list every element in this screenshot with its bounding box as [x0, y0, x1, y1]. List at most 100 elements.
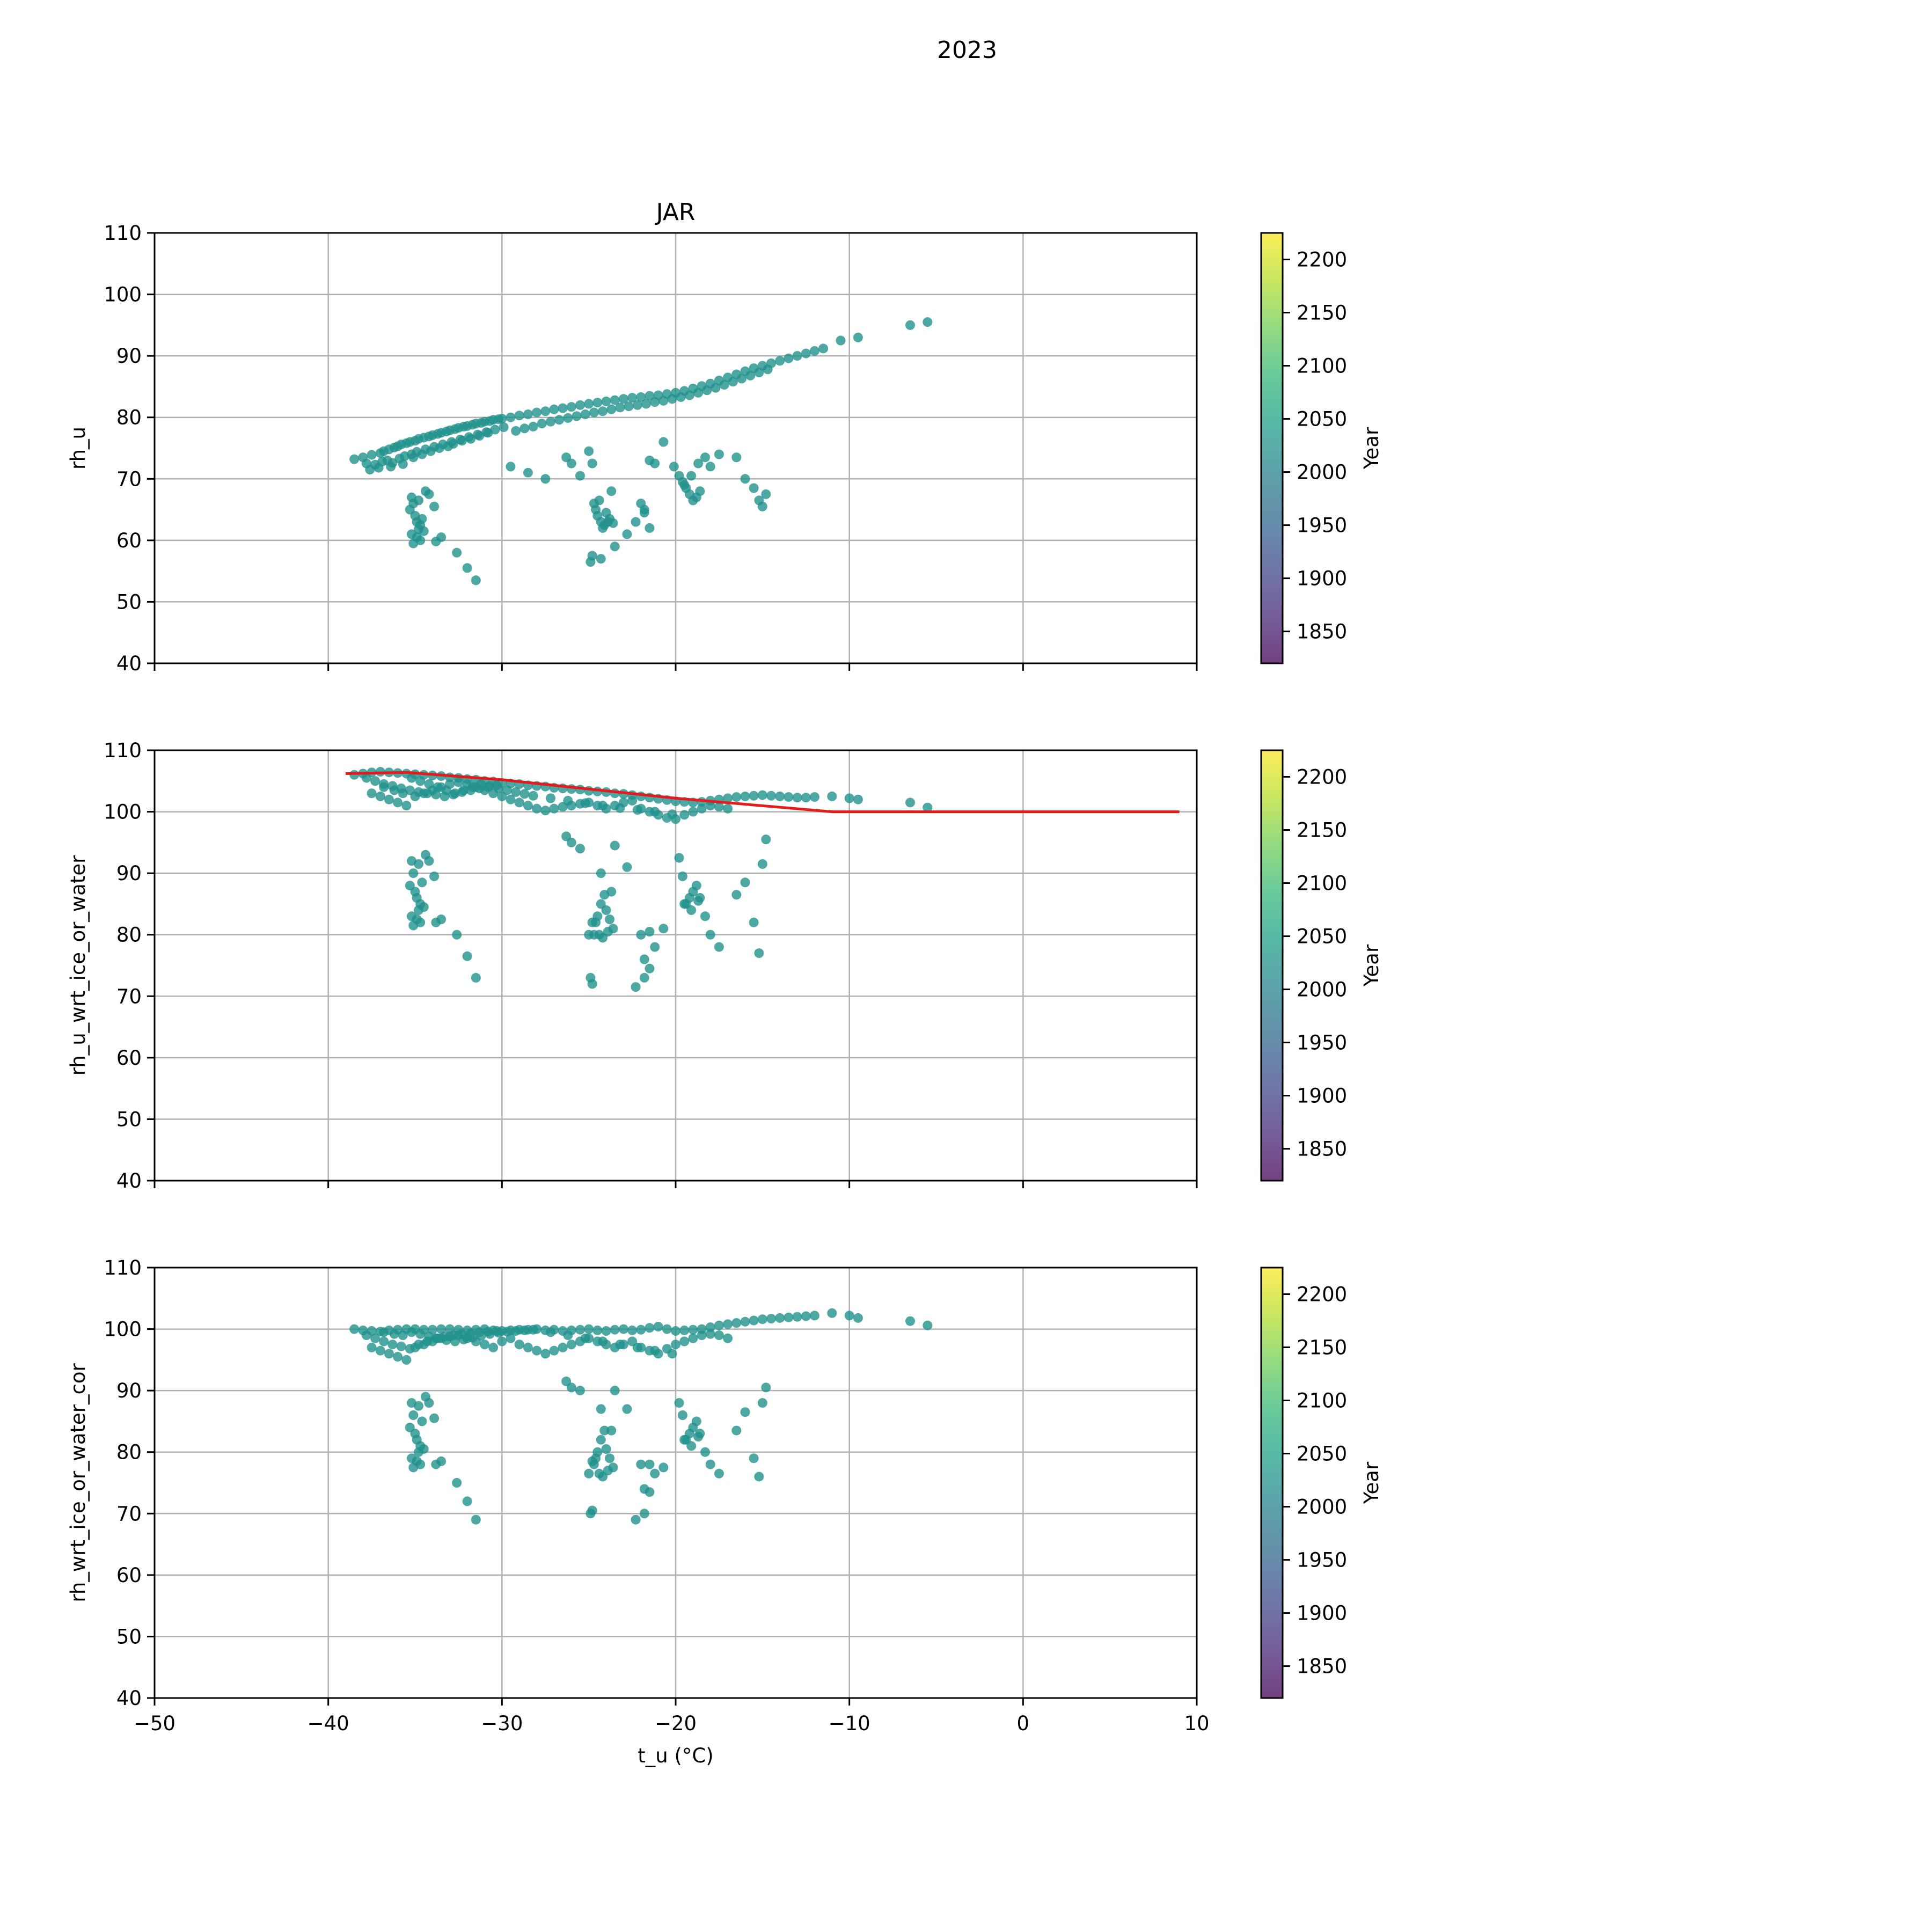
scatter-point	[563, 413, 573, 423]
scatter-point	[827, 791, 837, 801]
scatter-point	[636, 930, 646, 940]
scatter-point	[615, 803, 625, 813]
colorbar-tick-label: 1950	[1297, 514, 1347, 537]
y-tick-label: 60	[116, 1564, 142, 1587]
scatter-point	[375, 1345, 385, 1356]
scatter-point	[674, 853, 684, 863]
scatter-point	[610, 1386, 620, 1396]
scatter-point	[434, 443, 444, 453]
scatter-point	[603, 927, 613, 936]
scatter-point	[408, 868, 419, 879]
scatter-point	[757, 859, 767, 869]
scatter-point	[379, 782, 389, 792]
colorbar-tick-label: 2200	[1297, 766, 1347, 789]
scatter-point	[745, 370, 756, 380]
y-tick-label: 80	[116, 924, 142, 947]
x-tick-label: −10	[829, 1712, 870, 1735]
scatter-point	[424, 779, 434, 789]
x-tick-label: −30	[481, 1712, 523, 1735]
scatter-point	[632, 805, 642, 815]
scatter-point	[586, 972, 596, 983]
scatter-point	[433, 782, 443, 792]
scatter-point	[467, 782, 478, 792]
scatter-point	[419, 526, 429, 536]
y-tick-label: 50	[116, 1108, 142, 1131]
scatter-point	[549, 803, 559, 814]
scatter-point	[784, 1312, 794, 1322]
scatter-point	[749, 791, 759, 801]
colorbar-tick-label: 1950	[1297, 1549, 1347, 1572]
scatter-point	[532, 803, 542, 814]
scatter-point	[792, 1312, 802, 1322]
scatter-point	[575, 1386, 585, 1396]
scatter-point	[441, 1335, 451, 1345]
scatter-point	[511, 426, 521, 436]
subplot-title: JAR	[655, 199, 696, 226]
scatter-point	[605, 1453, 614, 1463]
scatter-point	[749, 1453, 759, 1463]
scatter-point	[474, 431, 485, 441]
scatter-point	[587, 458, 597, 469]
colorbar-label: Year	[1360, 1461, 1383, 1504]
scatter-point	[601, 905, 611, 915]
scatter-point	[546, 793, 555, 803]
scatter-point	[493, 1328, 503, 1338]
scatter-point	[610, 1324, 620, 1335]
scatter-point	[584, 446, 594, 456]
scatter-point	[410, 1342, 420, 1352]
scatter-point	[686, 471, 697, 481]
scatter-point	[702, 385, 712, 396]
colorbar-tick-label: 2200	[1297, 1283, 1347, 1306]
scatter-point	[367, 450, 377, 460]
y-tick-label: 60	[116, 1046, 142, 1070]
scatter-point	[636, 499, 646, 509]
scatter-point	[586, 1509, 596, 1519]
scatter-point	[606, 404, 617, 414]
scatter-point	[514, 797, 524, 808]
scatter-point	[714, 802, 724, 812]
scatter-point	[407, 773, 416, 783]
scatter-point	[658, 396, 669, 406]
scatter-point	[677, 1410, 687, 1420]
scatter-point	[737, 374, 747, 384]
scatter-point	[594, 495, 604, 506]
scatter-point	[622, 529, 632, 539]
scatter-point	[502, 785, 512, 795]
colorbar-tick-label: 1900	[1297, 1085, 1347, 1108]
scatter-point	[506, 462, 516, 472]
scatter-point	[424, 1398, 434, 1408]
scatter-point	[809, 1311, 819, 1321]
scatter-point	[691, 881, 701, 891]
scatter-point	[688, 1324, 698, 1335]
scatter-point	[714, 1468, 724, 1479]
scatter-point	[540, 1349, 551, 1359]
scatter-point	[667, 1349, 677, 1359]
scatter-point	[723, 1319, 733, 1329]
scatter-series	[349, 767, 933, 992]
scatter-point	[679, 480, 690, 490]
scatter-point	[686, 905, 697, 915]
scatter-point	[389, 785, 399, 795]
scatter-point	[618, 394, 628, 404]
scatter-point	[349, 770, 360, 780]
scatter-point	[419, 788, 429, 799]
scatter-point	[714, 942, 724, 952]
scatter-point	[566, 402, 576, 412]
y-tick-label: 110	[104, 1256, 142, 1279]
scatter-point	[462, 1496, 472, 1506]
colorbar-tick-label: 2050	[1297, 408, 1347, 431]
scatter-point	[566, 458, 576, 469]
scatter-point	[429, 1413, 440, 1423]
scatter-point	[532, 407, 542, 418]
scatter-point	[401, 1355, 412, 1365]
scatter-point	[598, 1336, 608, 1346]
scatter-point	[705, 1322, 715, 1333]
colorbar-tick-label: 1950	[1297, 1031, 1347, 1055]
scatter-point	[424, 1331, 434, 1342]
scatter-point	[584, 930, 594, 940]
y-tick-label: 40	[116, 652, 142, 675]
scatter-point	[584, 1324, 594, 1334]
scatter-point	[650, 807, 660, 817]
scatter-point	[537, 419, 547, 429]
scatter-point	[650, 1345, 660, 1356]
